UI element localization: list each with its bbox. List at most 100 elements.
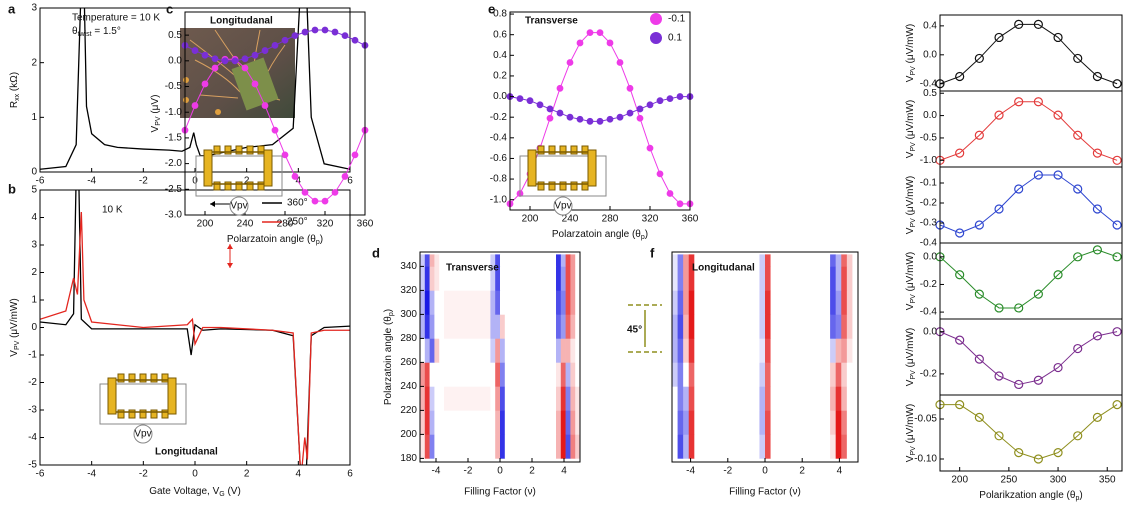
x-tick-label: 6: [347, 176, 353, 187]
heat-cell: [565, 410, 571, 435]
heat-cell: [830, 362, 836, 387]
heat-cell: [835, 290, 842, 315]
y-axis-label-part: PV: [910, 294, 917, 304]
data-point: [626, 109, 634, 117]
heat-cell: [439, 290, 445, 315]
y-axis-label-part: PV: [910, 218, 917, 228]
heat-cell: [509, 254, 557, 267]
x-tick-label: -2: [723, 466, 732, 477]
y-tick-label: 5: [31, 185, 37, 196]
heat-cell: [830, 386, 836, 411]
schematic-contact: [150, 409, 158, 419]
heat-cell: [575, 386, 580, 411]
y-tick-label: 2: [31, 57, 37, 68]
plot-area: [40, 190, 350, 465]
data-point: [626, 84, 634, 92]
schematic-contact: [224, 181, 232, 191]
heat-cell: [444, 434, 491, 459]
x-tick-label: 280: [277, 219, 294, 230]
schematic-pad: [167, 377, 177, 415]
heat-cell: [556, 290, 562, 315]
data-point: [341, 173, 349, 180]
x-tick-label: 320: [642, 214, 659, 225]
data-point: [1092, 331, 1103, 341]
heat-cell: [770, 314, 777, 339]
y-axis-label-part: PV: [910, 370, 917, 380]
x-axis-label-part: G: [219, 491, 224, 498]
annotation-part: twist: [78, 31, 92, 38]
heat-cell: [753, 314, 760, 339]
data-point: [1073, 252, 1083, 262]
x-tick-label: 250: [1001, 475, 1018, 486]
heat-cell: [495, 338, 501, 363]
data-point: [974, 220, 984, 230]
schematic-contact: [548, 181, 556, 191]
y-tick-label: -0.3: [920, 218, 938, 229]
heat-cell: [556, 338, 562, 363]
heat-cell: [770, 386, 777, 411]
data-point: [1053, 270, 1063, 280]
heat-cell: [420, 410, 426, 435]
heat-cell: [759, 314, 766, 339]
data-point: [955, 228, 965, 238]
heat-cell: [434, 314, 440, 339]
schematic-pad: [107, 377, 117, 415]
legend-label: -0.1: [668, 14, 686, 25]
data-point: [211, 55, 219, 63]
heat-cell: [565, 254, 571, 267]
heat-cell: [439, 386, 445, 411]
data-point: [1033, 19, 1043, 30]
heat-cell: [672, 266, 678, 291]
data-point: [616, 113, 624, 121]
schematic-contact: [246, 181, 254, 191]
heat-cell: [765, 362, 771, 387]
x-axis-label: Filling Factor (ν): [464, 487, 536, 498]
heat-cell: [560, 266, 566, 291]
heat-cell: [565, 290, 571, 315]
heat-cell: [688, 254, 695, 267]
legend-swatch: [650, 32, 662, 44]
heat-cell: [420, 386, 426, 411]
heat-cell: [434, 266, 440, 291]
y-axis-label-part: V: [9, 350, 20, 357]
y-axis-label: VPV (μV/mW): [905, 328, 917, 386]
x-tick-label: -2: [139, 176, 148, 187]
heat-cell: [753, 290, 760, 315]
schematic-contact: [224, 145, 232, 155]
heat-cell: [434, 290, 440, 315]
data-point: [191, 47, 199, 54]
data-point: [1112, 327, 1122, 337]
y-axis-label-part: PV: [910, 446, 917, 456]
x-tick-label: 2: [529, 466, 535, 477]
heat-cell: [495, 314, 501, 339]
y-axis-label-part: (kΩ): [9, 72, 20, 94]
heat-cell: [556, 254, 562, 267]
heat-cell: [490, 266, 496, 291]
heat-cell: [424, 362, 430, 387]
data-point: [291, 173, 299, 180]
heat-cell: [677, 290, 684, 315]
data-point: [994, 303, 1004, 313]
plot-area: [940, 174, 1118, 234]
schematic-pad: [203, 149, 213, 187]
y-axis-label-part: p: [388, 312, 395, 316]
data-point: [1092, 204, 1103, 214]
y-axis-label-part: PV: [14, 340, 21, 350]
heat-cell: [490, 290, 496, 315]
heat-cell: [699, 314, 755, 339]
schematic-meter: [229, 196, 249, 216]
heat-cell: [420, 314, 426, 339]
heat-cell: [490, 338, 496, 363]
y-tick-label: 0.4: [493, 50, 507, 61]
y-tick-label: 340: [400, 261, 417, 272]
x-tick-label: 280: [602, 214, 619, 225]
heat-cell: [852, 266, 858, 291]
schematic-contact: [559, 181, 567, 191]
heat-cell: [565, 362, 571, 387]
y-axis-label: Rxx (kΩ): [9, 72, 21, 108]
schematic-frame: [195, 155, 283, 197]
annotation-part: = 1.5°: [92, 26, 121, 37]
y-axis-label: Polarzatoin angle (θp): [383, 309, 395, 405]
schematic-label: Vpv: [554, 201, 571, 212]
heat-cell: [753, 266, 760, 291]
